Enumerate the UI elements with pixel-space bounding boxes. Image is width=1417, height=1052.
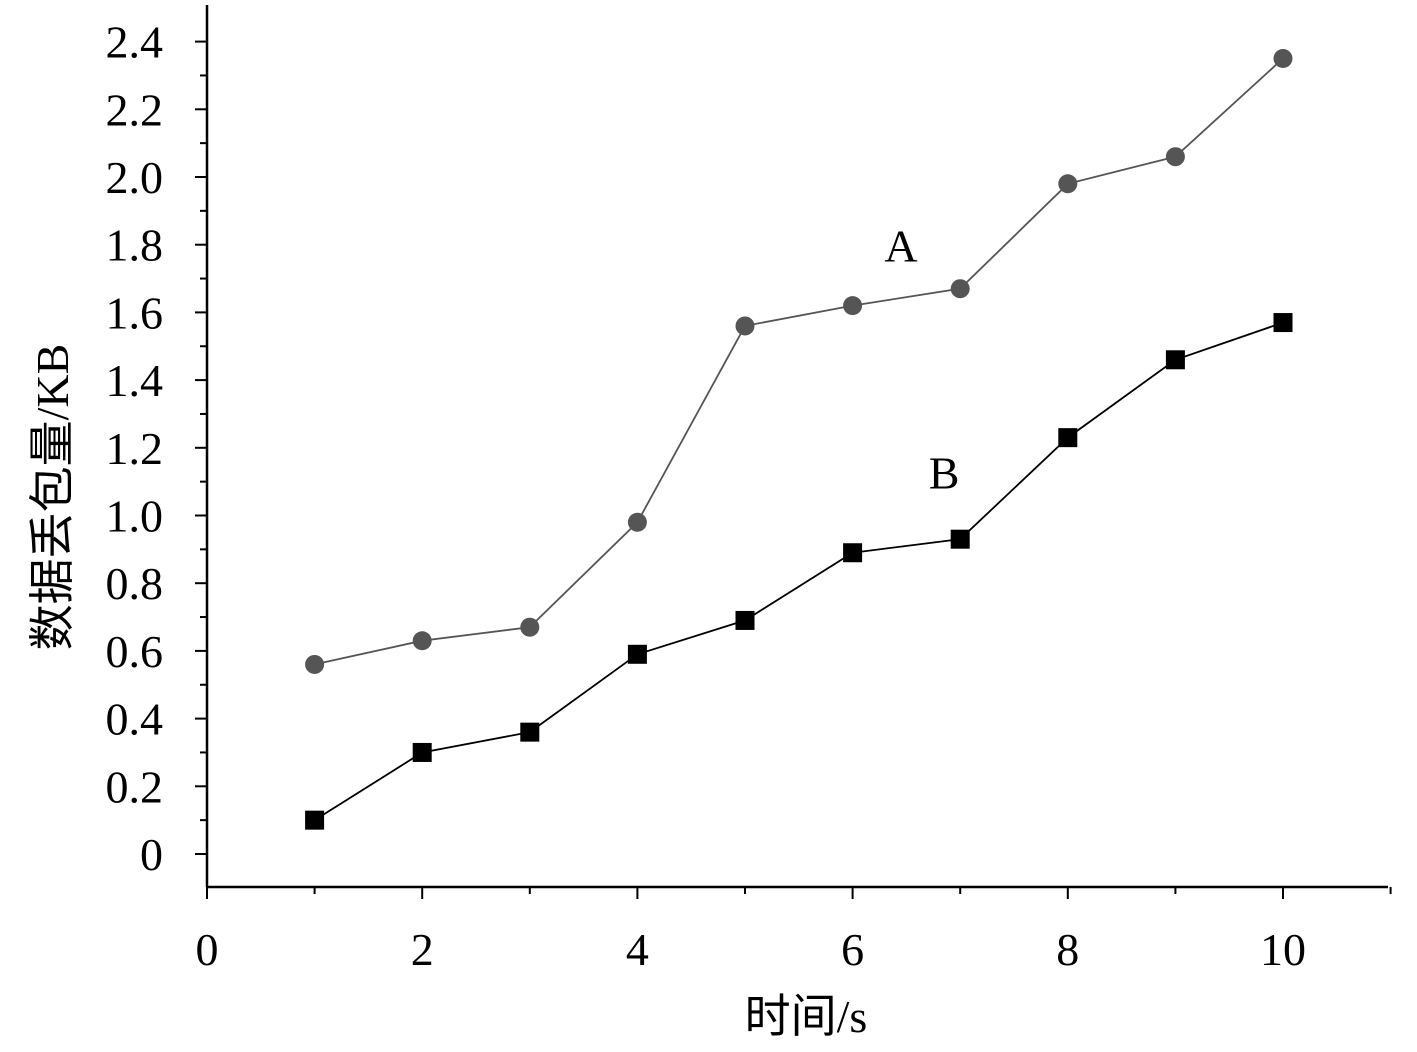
series-b-point	[735, 610, 755, 630]
series-b-point	[412, 742, 432, 762]
y-tick-label: 1.8	[106, 220, 164, 271]
x-tick-label: 4	[626, 924, 649, 975]
series-b-label: B	[929, 447, 960, 498]
y-tick-label: 2.4	[106, 17, 164, 68]
series-b-point	[843, 543, 863, 563]
series-a-point	[950, 279, 970, 299]
series-a-point	[1165, 147, 1185, 167]
series-a-point	[1058, 174, 1078, 194]
series-b-point	[950, 529, 970, 549]
y-tick-label: 1.2	[106, 423, 164, 474]
x-axis-title: 时间/s	[745, 991, 868, 1042]
series-a-point	[627, 512, 647, 532]
series-b-point	[520, 722, 540, 742]
x-tick-label: 2	[411, 924, 434, 975]
series-group: AB	[305, 49, 1293, 830]
y-tick-label: 0.8	[106, 558, 164, 609]
y-tick-label: 0.6	[106, 626, 164, 677]
series-b-point	[1273, 313, 1293, 333]
y-tick-label: 2.0	[106, 152, 164, 203]
axes: 0 2 4 6 8 10 0 0.2 0.4 0.6 0.8 1.0 1.2 1.4 1.6 1.8 2.0 2.…	[106, 5, 1392, 975]
y-tick-label: 2.2	[106, 84, 164, 135]
y-tick-label: 0.4	[106, 694, 164, 745]
series-a-point	[843, 296, 863, 316]
series-b-point	[1058, 428, 1078, 448]
series-a-label: A	[884, 221, 917, 272]
y-tick-label: 1.6	[106, 287, 164, 338]
series-b-point	[1165, 350, 1185, 370]
y-axis-title: 数据丢包量/KB	[27, 344, 78, 651]
series-b-point	[305, 810, 325, 830]
series-a-point	[520, 617, 540, 637]
y-tick-label: 0.2	[106, 761, 164, 812]
series-a-point	[412, 631, 432, 651]
y-tick-label: 1.0	[106, 491, 164, 542]
series-b-line	[314, 321, 1284, 821]
x-tick-label: 6	[841, 924, 864, 975]
x-tick-label: 8	[1056, 924, 1079, 975]
series-a-line	[314, 57, 1284, 666]
series-a-point	[735, 316, 755, 336]
series-b-point	[627, 644, 647, 664]
y-tick-label: 1.4	[106, 355, 164, 406]
y-tick-label: 0	[140, 829, 163, 880]
series-a-point	[305, 654, 325, 674]
x-tick-label: 0	[196, 924, 219, 975]
x-tick-label: 10	[1260, 924, 1306, 975]
series-a-point	[1273, 49, 1293, 69]
